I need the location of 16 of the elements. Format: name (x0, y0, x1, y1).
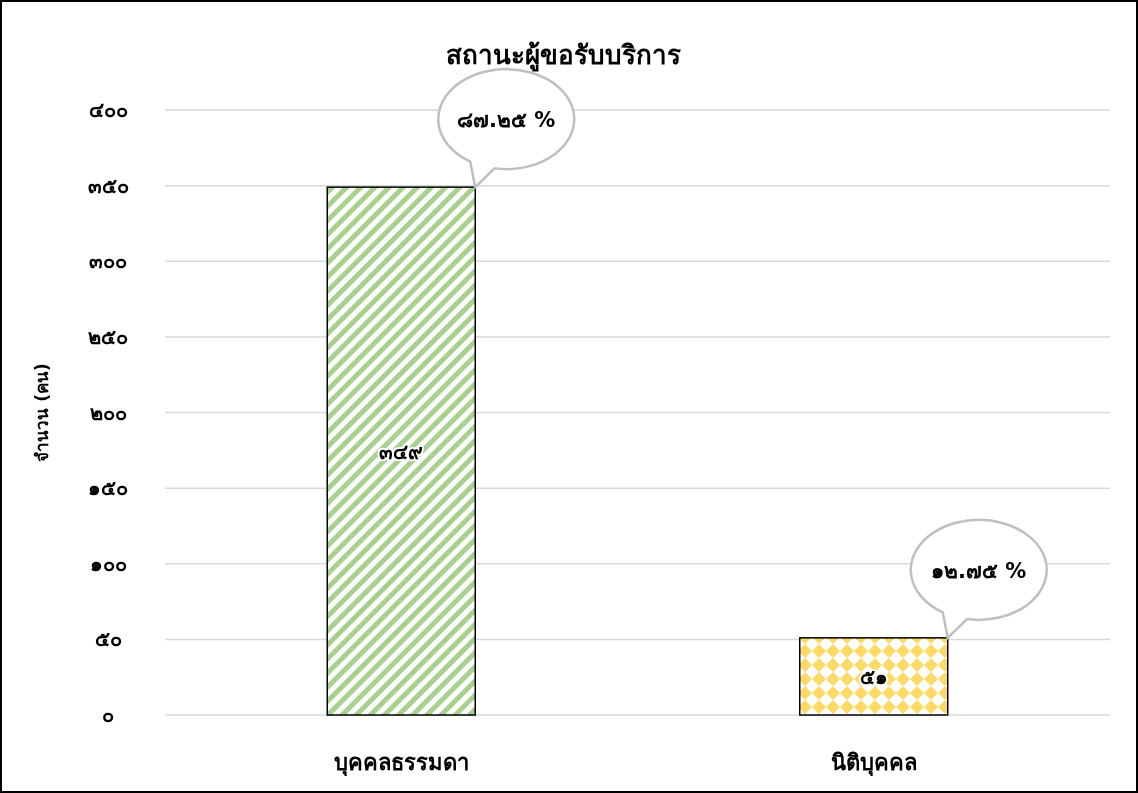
y-tick-label: ๒๐๐ (89, 400, 127, 425)
y-axis-title: จำนวน (คน) (32, 363, 52, 462)
y-tick-label: ๔๐๐ (88, 98, 128, 122)
annotation: ๑๒.๗๕ % (931, 558, 1027, 583)
x-tick-label: บุคคลธรรมดา (333, 750, 469, 777)
annotation: ๘๗.๒๕ % (457, 108, 556, 133)
y-tick-label: ๐ (102, 703, 114, 727)
y-tick-label: ๑๕๐ (88, 476, 128, 501)
y-tick-label: ๓๕๐ (87, 173, 129, 198)
data-label: ๓๔๙ (379, 440, 424, 465)
y-tick-label: ๓๐๐ (89, 249, 127, 274)
chart-title: สถานะผู้ขอรับบริการ (445, 40, 681, 72)
y-tick-label: ๒๕๐ (88, 324, 128, 349)
y-tick-label: ๑๐๐ (89, 551, 127, 576)
x-tick-label: นิติบุคคล (830, 750, 917, 777)
y-tick-label: ๕๐ (94, 627, 122, 652)
